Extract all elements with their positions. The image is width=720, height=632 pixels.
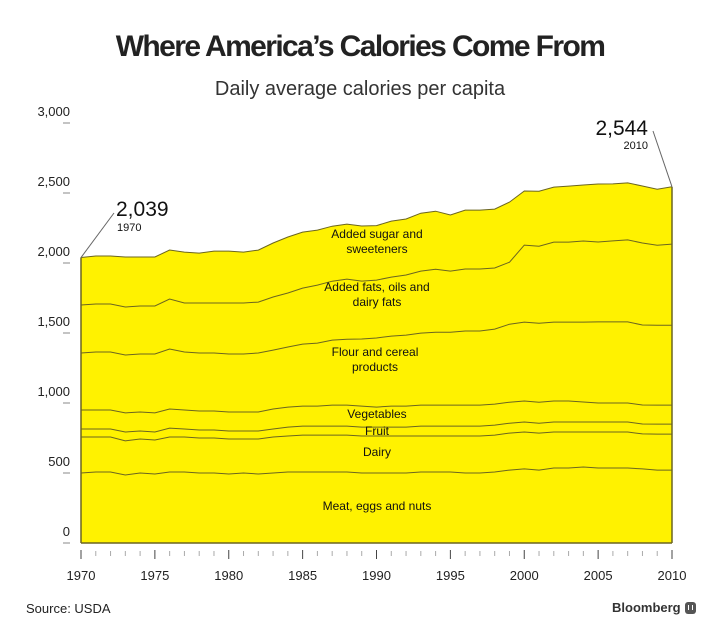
- layer-label: Fruit: [365, 424, 390, 438]
- bloomberg-brand: Bloomberg: [612, 600, 696, 615]
- x-tick-label: 1995: [436, 568, 465, 583]
- annotation-year-end: 2010: [624, 140, 648, 152]
- layer-label: Vegetables: [347, 407, 406, 421]
- y-tick-label: 500: [48, 454, 70, 469]
- x-tick-label: 2005: [584, 568, 613, 583]
- layer-boundary-fruit: [81, 421, 672, 433]
- brand-label: Bloomberg: [612, 600, 681, 615]
- y-tick-label: 1,000: [37, 384, 70, 399]
- x-tick-label: 1975: [140, 568, 169, 583]
- area-fill: [81, 182, 672, 543]
- layer-label: Flour and cereal products: [332, 345, 419, 374]
- x-tick-label: 1990: [362, 568, 391, 583]
- layer-labels: Meat, eggs and nuts Dairy Fruit Vegetables F…: [323, 227, 432, 513]
- layer-boundary-vegetables: [81, 400, 672, 414]
- chart-title: Where America’s Calories Come From: [115, 30, 606, 63]
- x-tick-label: 2010: [658, 568, 687, 583]
- layer-boundary-meat-eggs-and-nuts: [80, 466, 672, 476]
- layer-label: Dairy: [363, 445, 391, 459]
- x-axis: 1970 1975 1980 1985 1990 1995 2000 2005 2010: [67, 550, 687, 583]
- x-tick-label: 1980: [214, 568, 243, 583]
- annotation-leader-2010: [652, 130, 673, 188]
- y-tick-label: 1,500: [37, 314, 70, 329]
- x-tick-label: 2000: [510, 568, 539, 583]
- source-note: Source: USDA: [26, 601, 111, 616]
- y-tick-label: 3,000: [37, 104, 70, 119]
- x-tick-label: 1970: [67, 568, 96, 583]
- y-tick-label: 2,500: [37, 174, 70, 189]
- annotation-value-start: 2,039: [116, 198, 169, 221]
- x-tick-label: 1985: [288, 568, 317, 583]
- y-axis: 0 500 1,000 1,500 2,000 2,500 3,000: [37, 104, 70, 544]
- annotation-value-end: 2,544: [595, 117, 648, 140]
- y-tick-label: 2,000: [37, 244, 70, 259]
- area-layers: [80, 182, 673, 544]
- y-tick-label: 0: [63, 524, 70, 539]
- layer-boundary-flour-and-cereal-products: [80, 321, 672, 356]
- chart-subtitle: Daily average calories per capita: [214, 78, 506, 100]
- layer-boundary-dairy: [81, 431, 672, 442]
- layer-label: Added fats, oils and dairy fats: [324, 280, 429, 309]
- layer-boundary-added-fats-oils-and-dairy-fats: [80, 239, 673, 308]
- annotation-leader-1970: [80, 212, 115, 258]
- bloomberg-logo-icon: [684, 601, 696, 614]
- annotation-year-start: 1970: [117, 222, 141, 234]
- layer-boundary-added-sugar-and-sweeteners: [80, 182, 673, 258]
- layer-label: Meat, eggs and nuts: [323, 499, 432, 513]
- layer-label: Added sugar and sweeteners: [331, 227, 422, 256]
